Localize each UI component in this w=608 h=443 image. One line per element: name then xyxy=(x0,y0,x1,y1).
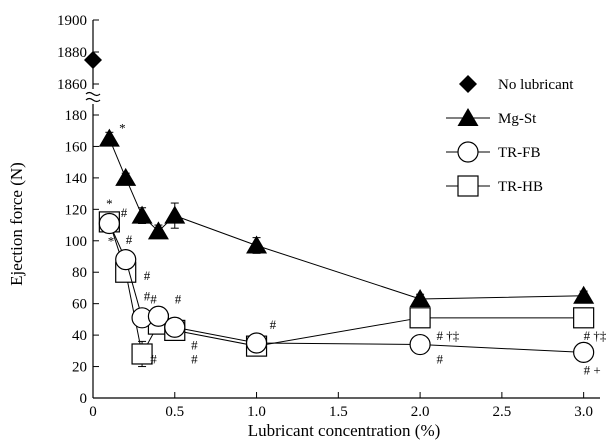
legend: No lubricant Mg-St TR-FB TR-HB xyxy=(446,75,574,197)
axis-break-stroke xyxy=(85,91,101,97)
data-point-circle xyxy=(164,316,186,338)
significance-mark: # xyxy=(144,268,151,283)
data-point-triangle xyxy=(409,288,431,307)
data-point-square xyxy=(409,307,431,329)
series-diamond xyxy=(84,51,102,69)
axis-break-stroke xyxy=(85,97,101,103)
y-tick-label: 20 xyxy=(72,360,87,376)
significance-mark: * xyxy=(108,233,115,248)
data-point-triangle xyxy=(147,221,169,240)
x-ticks: 0 0.5 1.0 1.5 2.0 2.5 3.0 xyxy=(89,392,593,420)
legend-label: TR-FB xyxy=(498,145,541,161)
data-point-diamond xyxy=(84,51,102,69)
series-triangle xyxy=(98,128,595,307)
significance-mark: # †‡ xyxy=(584,328,607,343)
y-tick-label: 100 xyxy=(65,234,88,250)
x-axis-label: Lubricant concentration (%) xyxy=(248,421,441,440)
data-point-square xyxy=(573,307,595,329)
y-ticks: 1860 1880 1900 0 20 40 60 80 100 120 140 160 180 xyxy=(57,13,99,407)
x-tick-label: 0 xyxy=(89,404,97,420)
significance-mark: # xyxy=(126,232,133,247)
y-tick-label: 1880 xyxy=(57,45,87,61)
legend-marker-triangle xyxy=(457,108,479,126)
legend-label: Mg-St xyxy=(498,111,537,127)
significance-mark: # xyxy=(191,337,198,352)
series-circle xyxy=(98,212,595,364)
significance-mark: # xyxy=(150,292,157,307)
legend-marker-circle xyxy=(457,141,479,163)
y-tick-label: 1900 xyxy=(57,13,87,29)
annotations: ***#### # ## #### †‡## †‡# + xyxy=(106,120,607,377)
significance-mark: * xyxy=(119,120,126,135)
y-tick-label: 180 xyxy=(65,108,88,124)
legend-item: No lubricant xyxy=(459,75,574,93)
significance-mark: # xyxy=(144,289,151,304)
x-tick-label: 2.0 xyxy=(411,404,430,420)
legend-item: TR-FB xyxy=(446,141,541,163)
data-point-circle xyxy=(147,305,170,327)
x-tick-label: 0.5 xyxy=(165,404,184,420)
x-tick-label: 3.0 xyxy=(574,404,593,420)
legend-marker-square xyxy=(457,175,479,197)
significance-mark: # xyxy=(175,292,182,307)
significance-mark: # + xyxy=(584,362,601,377)
y-tick-label: 40 xyxy=(72,328,87,344)
significance-mark: # xyxy=(270,317,277,332)
significance-mark: # xyxy=(150,351,157,366)
data-point-triangle xyxy=(164,205,186,224)
axis-break-mark xyxy=(85,91,101,103)
data-point-circle xyxy=(98,212,120,235)
y-tick-label: 120 xyxy=(65,202,88,218)
significance-mark: # †‡ xyxy=(436,328,459,343)
data-point-square xyxy=(131,343,153,365)
y-tick-label: 60 xyxy=(72,297,87,313)
significance-mark: * xyxy=(106,196,113,211)
series-marks xyxy=(84,51,595,368)
legend-item: TR-HB xyxy=(446,175,543,197)
data-point-circle xyxy=(573,341,595,364)
data-point-circle xyxy=(409,333,431,356)
data-point-triangle xyxy=(131,205,153,224)
y-tick-label: 80 xyxy=(72,265,87,281)
x-tick-label: 1.5 xyxy=(329,404,348,420)
y-axis-label: Ejection force (N) xyxy=(7,162,26,286)
x-tick-label: 1.0 xyxy=(247,404,266,420)
data-point-triangle xyxy=(98,128,120,147)
legend-label: No lubricant xyxy=(498,77,574,93)
data-point-triangle xyxy=(115,167,137,186)
legend-label: TR-HB xyxy=(498,179,543,195)
significance-mark: # xyxy=(121,205,128,220)
y-tick-label: 1860 xyxy=(57,77,87,93)
legend-marker-diamond xyxy=(459,75,477,93)
data-point-triangle xyxy=(246,235,268,254)
significance-mark: # xyxy=(191,351,198,366)
y-tick-label: 140 xyxy=(65,171,88,187)
significance-mark: # xyxy=(436,351,443,366)
x-tick-label: 2.5 xyxy=(492,404,511,420)
y-tick-label: 160 xyxy=(65,139,88,155)
y-tick-label: 0 xyxy=(80,391,88,407)
data-point-circle xyxy=(115,249,137,271)
data-point-triangle xyxy=(573,285,595,304)
legend-item: Mg-St xyxy=(446,108,537,127)
data-point-circle xyxy=(245,332,268,354)
